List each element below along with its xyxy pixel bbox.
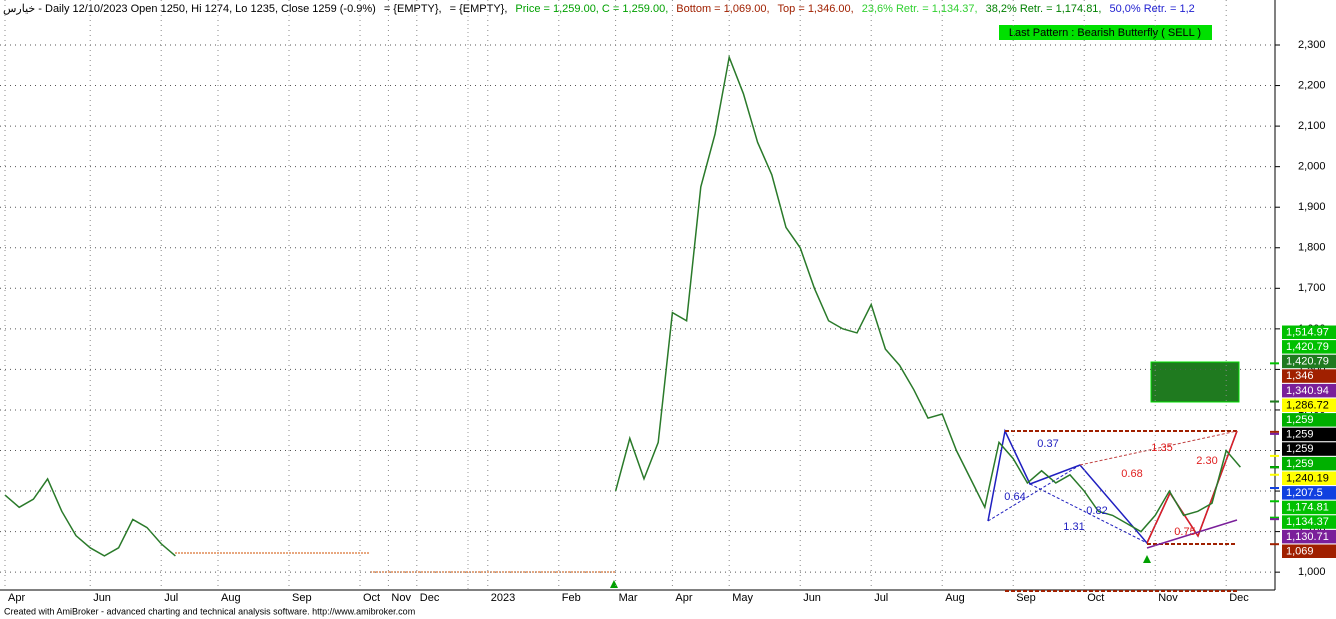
x-tick-label: Apr (675, 592, 692, 604)
header: خیارس - Daily 12/10/2023 Open 1250, Hi 1… (3, 3, 1195, 15)
x-tick-label: Jun (93, 592, 111, 604)
x-tick-label: Nov (391, 592, 411, 604)
price-label-box (1282, 383, 1336, 398)
price-label-box (1282, 456, 1336, 471)
x-tick-label: Nov (1158, 592, 1178, 604)
price-label-box (1282, 427, 1336, 442)
price-label: 1,259 (1286, 414, 1314, 426)
ratio-label: 0.75 (1174, 526, 1195, 538)
y-tick-label: 2,000 (1298, 161, 1326, 173)
ratio-label: 1.31 (1063, 521, 1084, 533)
x-tick-label: Jul (164, 592, 178, 604)
header-segment: = {EMPTY}, (384, 3, 442, 15)
x-tick-label: Jun (803, 592, 821, 604)
header-segment: 38,2% Retr. = 1,174.81, (986, 3, 1102, 15)
price-label-box (1282, 515, 1336, 529)
price-label: 1,130.71 (1286, 531, 1329, 543)
price-label: 1,134.37 (1286, 516, 1329, 528)
x-tick-label: Apr (8, 592, 25, 604)
x-tick-label: May (732, 592, 753, 604)
price-label-box (1282, 500, 1336, 515)
x-tick-label: Jul (874, 592, 888, 604)
ratio-label: 1.35 (1151, 442, 1172, 454)
price-label-box (1282, 369, 1336, 383)
x-tick-label: Oct (363, 592, 380, 604)
price-label: 1,259 (1286, 429, 1314, 441)
price-label-box (1282, 325, 1336, 339)
x-tick-label: Oct (1087, 592, 1104, 604)
target-zone (1150, 361, 1240, 403)
header-segment: Price = 1,259.00, C = 1,259.00, (515, 3, 668, 15)
price-line (4, 54, 1241, 557)
price-label: 1,346 (1286, 370, 1314, 382)
price-label-box (1282, 398, 1336, 412)
price-label-box (1282, 471, 1336, 485)
x-tick-label: Dec (420, 592, 440, 604)
y-tick-label: 2,200 (1298, 79, 1326, 91)
price-label: 1,259 (1286, 443, 1314, 455)
x-tick-label: Aug (221, 592, 241, 604)
price-label: 1,420.79 (1286, 356, 1329, 368)
ratio-label: 2.30 (1196, 455, 1217, 467)
ratio-label: 0.64 (1004, 491, 1025, 503)
x-tick-label: Aug (945, 592, 965, 604)
header-segment: 50,0% Retr. = 1,2 (1109, 3, 1194, 15)
price-label: 1,286.72 (1286, 399, 1329, 411)
x-tick-label: Feb (562, 592, 581, 604)
y-tick-label: 1,800 (1298, 242, 1326, 254)
y-tick-label: 2,300 (1298, 39, 1326, 51)
price-label-box (1282, 413, 1336, 427)
price-label: 1,207.5 (1286, 487, 1323, 499)
x-tick-label: Dec (1229, 592, 1249, 604)
buy-arrow (1143, 555, 1151, 563)
pattern-box (999, 25, 1212, 40)
x-tick-label: 2023 (491, 592, 515, 604)
y-tick-label: 2,100 (1298, 120, 1326, 132)
y-tick-label: 1,000 (1298, 566, 1326, 578)
price-label-box (1282, 486, 1336, 500)
header-segment: خیارس - Daily 12/10/2023 Open 1250, Hi 1… (3, 3, 376, 15)
price-label: 1,240.19 (1286, 472, 1329, 484)
ratio-label: 0.37 (1037, 438, 1058, 450)
price-label-box (1282, 529, 1336, 544)
y-tick-label: 1,900 (1298, 201, 1326, 213)
header-segment: 23,6% Retr. = 1,134.37, (862, 3, 978, 15)
credit: Created with AmiBroker - advanced charti… (4, 606, 415, 616)
pattern-label: Last Pattern : Bearish Butterfly ( SELL … (1009, 27, 1201, 39)
header-segment: = {EMPTY}, (450, 3, 508, 15)
price-label: 1,514.97 (1286, 326, 1329, 338)
price-label-box (1282, 354, 1336, 369)
price-label: 1,259 (1286, 458, 1314, 470)
price-label: 1,174.81 (1286, 502, 1329, 514)
header-segment: Top = 1,346.00, (778, 3, 854, 15)
x-tick-label: Sep (292, 592, 312, 604)
x-tick-label: Mar (619, 592, 638, 604)
x-tick-label: Sep (1016, 592, 1036, 604)
ratio-label: 0.82 (1086, 505, 1107, 517)
header-segment: Bottom = 1,069.00, (676, 3, 769, 15)
price-label-box (1282, 340, 1336, 354)
price-label: 1,340.94 (1286, 385, 1329, 397)
price-label-box (1282, 544, 1336, 558)
price-label-box (1282, 442, 1336, 456)
price-label: 1,420.79 (1286, 341, 1329, 353)
price-label: 1,069 (1286, 545, 1314, 557)
y-tick-label: 1,700 (1298, 282, 1326, 294)
ratio-label: 0.68 (1121, 468, 1142, 480)
